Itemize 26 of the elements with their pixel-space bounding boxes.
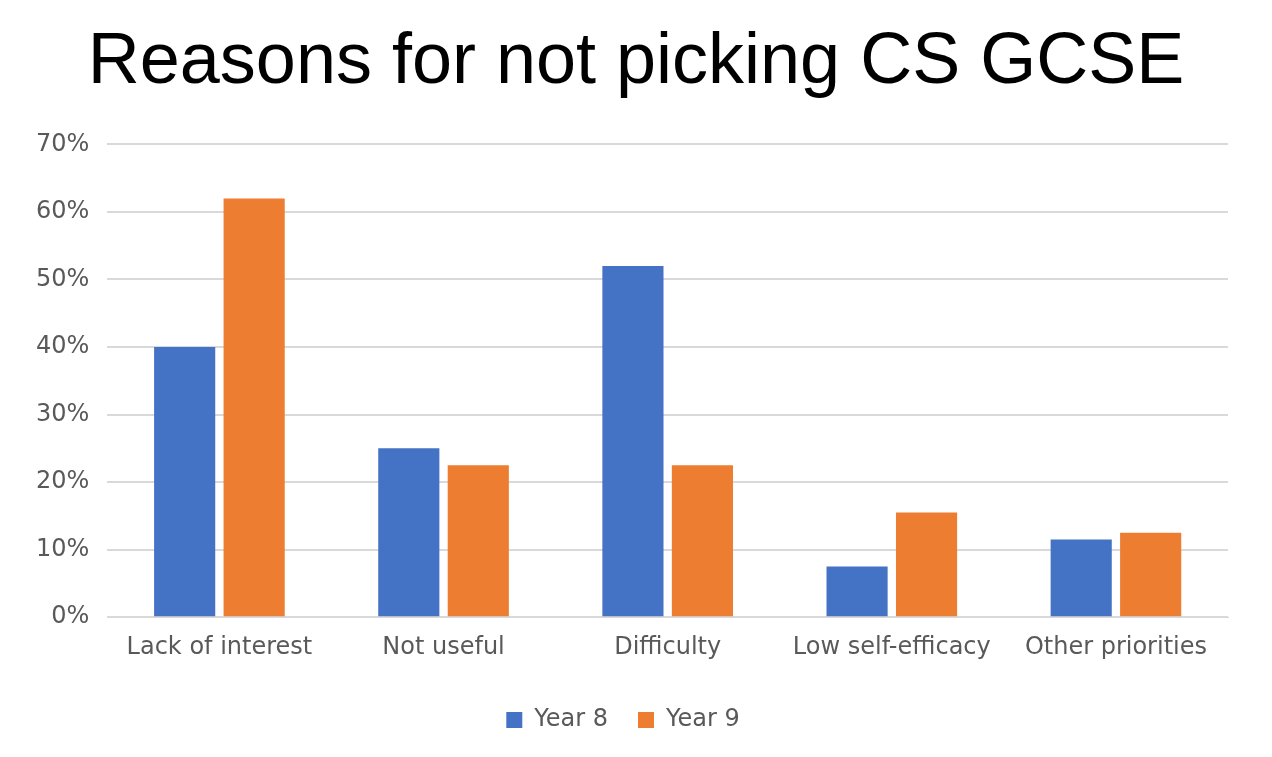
x-tick-label: Not useful [382,631,505,660]
bar [154,347,216,617]
chart-title: Reasons for not picking CS GCSE [86,17,1186,100]
bar [223,198,285,617]
bar [378,448,440,617]
bar [895,512,958,617]
bar [602,265,664,617]
legend-label: Year 8 [533,704,609,733]
x-tick-label: Other priorities [1024,631,1207,660]
x-tick-label: Lack of interest [126,631,313,660]
x-tick-label: Low self-efficacy [792,631,991,660]
x-tick-label: Difficulty [614,631,722,660]
y-tick-label: 50% [36,263,90,292]
y-tick-label: 40% [36,331,90,360]
y-tick-label: 10% [36,533,90,562]
bar [447,465,509,617]
y-tick-label: 70% [36,128,90,157]
y-tick-label: 0% [51,601,90,630]
y-tick-label: 30% [36,398,90,427]
bar [1120,532,1182,617]
bar [671,465,733,617]
bar [1050,539,1112,617]
y-tick-label: 20% [36,466,90,495]
y-tick-label: 60% [36,196,90,225]
legend-label: Year 9 [665,704,740,733]
bar [826,566,888,617]
